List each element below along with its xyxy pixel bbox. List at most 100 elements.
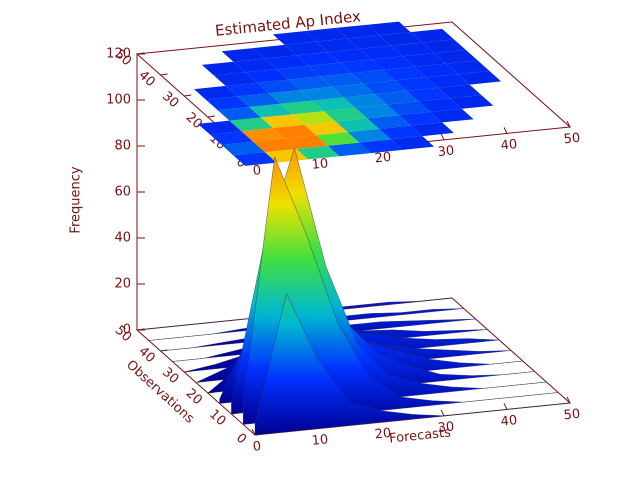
x-tick <box>566 120 571 128</box>
x-tick-label: 50 <box>563 407 581 424</box>
x-tick <box>440 409 445 417</box>
contour-cell <box>284 41 328 56</box>
contour-cell <box>327 142 372 157</box>
contour-cell <box>426 74 470 88</box>
contour-cell <box>367 21 411 36</box>
y-tick <box>160 73 168 76</box>
z-tick-label: 40 <box>114 231 131 246</box>
contour-cell <box>209 131 254 145</box>
contour-cell <box>363 80 407 95</box>
x-tick-label: 0 <box>252 163 262 179</box>
contour-cell <box>257 79 301 94</box>
contour-cell <box>434 49 478 64</box>
z-axis-label: Frequency <box>69 166 84 233</box>
z-tick-label: 100 <box>106 93 131 108</box>
contour-cell <box>335 24 380 39</box>
contour-cell <box>308 62 352 77</box>
contour-cell <box>343 94 387 108</box>
x-tick <box>566 396 571 404</box>
x-tick <box>251 428 256 436</box>
z-tick-label: 80 <box>114 139 131 154</box>
contour-cell <box>410 122 454 137</box>
contour-cell <box>347 128 391 143</box>
contour-cell <box>300 86 344 101</box>
contour-cell <box>323 107 368 122</box>
x-tick-label: 0 <box>252 439 262 455</box>
y-tick-label: 40 <box>135 68 157 90</box>
contour-cell <box>284 135 328 149</box>
contour-cell <box>320 73 364 87</box>
x-tick-label: 50 <box>563 131 581 148</box>
contour-cell <box>438 84 482 99</box>
contour-cell <box>359 45 403 60</box>
contour-cell <box>197 120 242 135</box>
x-tick-label: 20 <box>374 426 392 443</box>
contour-cell <box>280 100 324 115</box>
contour-cell <box>351 69 395 84</box>
contour-cell <box>221 48 265 62</box>
contour-cell <box>233 152 277 166</box>
y-tick <box>207 115 215 118</box>
contour-cell <box>367 115 411 129</box>
contour-cell <box>292 111 336 125</box>
contour-cell <box>194 85 238 100</box>
contour-cell <box>253 44 297 59</box>
y-tick <box>136 52 145 55</box>
contour-cell <box>237 93 281 107</box>
contour-cell <box>402 53 447 67</box>
x-tick-label: 10 <box>311 432 329 449</box>
contour-cell <box>335 118 380 133</box>
contour-cell <box>229 117 273 132</box>
contour-cell <box>379 32 423 46</box>
z-tick-label: 0 <box>123 323 131 338</box>
contour-cell <box>386 101 431 116</box>
z-tick-label: 60 <box>114 185 131 200</box>
contour-cell <box>371 56 415 70</box>
x-tick-label: 40 <box>500 413 518 430</box>
contour-cell <box>233 58 277 73</box>
x-tick-label: 30 <box>437 420 455 437</box>
contour-cell <box>457 70 502 85</box>
x-tick-label: 10 <box>311 156 329 173</box>
contour-cell <box>394 77 439 91</box>
x-tick-label: 30 <box>437 144 455 161</box>
contour-cell <box>422 39 466 54</box>
contour-cell <box>383 66 427 81</box>
surface-row <box>254 293 571 436</box>
contour-cell <box>312 97 356 112</box>
contour-cell <box>260 114 305 128</box>
contour-cell <box>205 96 250 111</box>
y-tick-label: 10 <box>206 407 228 429</box>
x-tick <box>440 133 445 141</box>
contour-cell <box>304 121 348 136</box>
contour-cell <box>355 104 399 119</box>
contour-cell <box>221 141 265 156</box>
contour-cell <box>268 90 313 104</box>
contour-cell <box>217 106 261 121</box>
contour-cell <box>296 52 340 66</box>
contour-cell <box>304 27 348 42</box>
y-tick-label: 20 <box>183 110 205 132</box>
contour-cell <box>316 132 360 146</box>
contour-cell <box>339 59 384 74</box>
contour-cell <box>430 108 474 123</box>
y-tick-label: 0 <box>233 431 249 448</box>
top-plane <box>135 21 572 160</box>
contour-cell <box>253 138 297 153</box>
contour-cell <box>347 35 391 49</box>
contour-cell <box>316 38 360 53</box>
x-tick <box>503 127 508 134</box>
contour-cell <box>406 87 450 102</box>
z-tick-label: 120 <box>106 47 131 62</box>
z-tick-label: 20 <box>114 277 131 292</box>
contour-cell <box>245 69 289 83</box>
contour-cell <box>379 125 423 140</box>
contour-cell <box>390 136 435 150</box>
contour-cell <box>359 139 403 154</box>
contour-cell <box>201 61 246 76</box>
contour-cell <box>446 60 490 75</box>
contour-cell <box>213 72 258 86</box>
contour-cell <box>449 95 494 109</box>
contour-cell <box>296 145 340 160</box>
